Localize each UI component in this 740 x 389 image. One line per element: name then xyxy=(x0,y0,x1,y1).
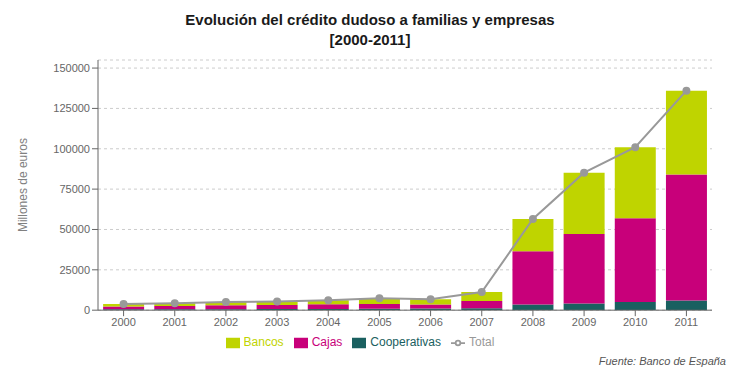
svg-text:2005: 2005 xyxy=(367,316,391,328)
svg-text:Millones de euros: Millones de euros xyxy=(16,138,30,232)
svg-text:2002: 2002 xyxy=(214,316,238,328)
svg-text:2000: 2000 xyxy=(111,316,135,328)
html-text:Bancos: Bancos xyxy=(243,335,284,350)
svg-text:25000: 25000 xyxy=(59,264,90,276)
svg-text:50000: 50000 xyxy=(59,223,90,235)
svg-text:2009: 2009 xyxy=(572,316,596,328)
html-text:Evolución del crédito dudoso a: Evolución del crédito dudoso a familias … xyxy=(185,11,555,28)
svg-text:150000: 150000 xyxy=(53,62,90,74)
svg-text:2007: 2007 xyxy=(470,316,494,328)
svg-text:2010: 2010 xyxy=(623,316,647,328)
html-text:Fuente: Banco de España: Fuente: Banco de España xyxy=(598,355,726,367)
svg-text:2001: 2001 xyxy=(163,316,187,328)
svg-text:100000: 100000 xyxy=(53,143,90,155)
html-text:[2000-2011]: [2000-2011] xyxy=(329,31,411,48)
svg-text:2003: 2003 xyxy=(265,316,289,328)
svg-text:2008: 2008 xyxy=(521,316,545,328)
svg-text:2011: 2011 xyxy=(675,316,699,328)
svg-text:2004: 2004 xyxy=(316,316,340,328)
html-text:Cooperativas: Cooperativas xyxy=(370,335,441,350)
html-text:Cajas: Cajas xyxy=(311,335,343,350)
svg-text:2006: 2006 xyxy=(418,316,442,328)
svg-text:75000: 75000 xyxy=(59,183,90,195)
svg-text:125000: 125000 xyxy=(53,102,90,114)
html-text:Total: Total xyxy=(469,335,495,350)
svg-text:0: 0 xyxy=(84,304,90,316)
